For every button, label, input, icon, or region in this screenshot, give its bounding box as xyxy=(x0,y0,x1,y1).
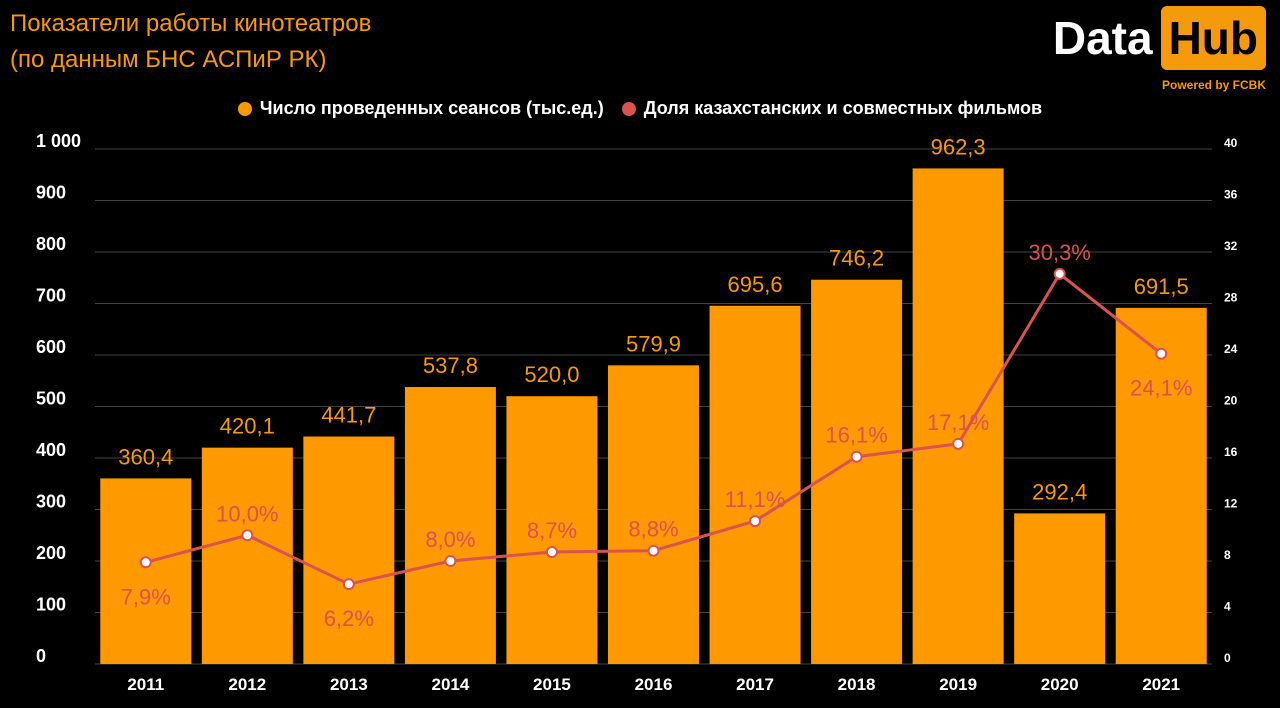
y-right-tick-label: 0 xyxy=(1224,651,1231,665)
legend-label-share: Доля казахстанских и совместных фильмов xyxy=(643,98,1043,118)
line-value-label: 16,1% xyxy=(825,423,887,448)
bar xyxy=(608,365,699,664)
bar xyxy=(1115,307,1207,664)
legend-item-share: Доля казахстанских и совместных фильмов xyxy=(621,98,1043,119)
y-left-tick-label: 200 xyxy=(36,543,66,563)
legend-item-sessions: Число проведенных сеансов (тыс.ед.) xyxy=(237,98,604,119)
line-point xyxy=(1155,347,1168,360)
y-right-tick-label: 12 xyxy=(1224,497,1238,511)
x-tick-label: 2017 xyxy=(736,675,774,694)
y-left-tick-label: 1 000 xyxy=(36,131,81,151)
bar-value-label: 962,3 xyxy=(931,134,986,159)
title-line-2: (по данным БНС АСПиР РК) xyxy=(10,46,327,73)
line-value-label: 17,1% xyxy=(927,410,989,435)
y-left-tick-label: 0 xyxy=(36,646,46,666)
chart-legend: Число проведенных сеансов (тыс.ед.) Доля… xyxy=(0,98,1280,119)
bar-value-label: 420,1 xyxy=(220,414,275,439)
datahub-logo: Data Hub Powered by FCBK xyxy=(1053,6,1266,92)
bar-value-label: 579,9 xyxy=(626,331,681,356)
bar xyxy=(201,447,293,664)
line-value-label: 6,2% xyxy=(324,606,374,631)
y-right-tick-label: 24 xyxy=(1224,342,1238,356)
line-value-label: 8,7% xyxy=(527,518,577,543)
bar-value-label: 695,6 xyxy=(728,272,783,297)
bar xyxy=(506,396,598,664)
x-tick-label: 2016 xyxy=(635,675,673,694)
line-point xyxy=(241,529,254,542)
x-tick-label: 2015 xyxy=(533,675,571,694)
line-value-label: 10,0% xyxy=(216,501,278,526)
logo-data-text: Data xyxy=(1052,12,1153,64)
logo-hub-text: Hub xyxy=(1160,6,1266,70)
x-tick-label: 2014 xyxy=(431,675,469,694)
line-point xyxy=(444,555,457,567)
line-point xyxy=(952,437,965,450)
bar xyxy=(709,305,801,664)
chart-title: Показатели работы кинотеатров (по данным… xyxy=(10,6,371,78)
bar xyxy=(100,478,192,664)
line-value-label: 11,1% xyxy=(725,487,786,512)
bar-value-label: 520,0 xyxy=(524,362,579,387)
legend-dot-orange-icon xyxy=(237,101,252,116)
line-value-label: 7,9% xyxy=(121,584,171,609)
y-left-tick-label: 600 xyxy=(36,337,66,357)
logo-powered-by: Powered by FCBK xyxy=(1161,78,1266,92)
line-value-label: 30,3% xyxy=(1028,240,1090,265)
y-right-tick-label: 20 xyxy=(1224,394,1238,408)
bar xyxy=(912,168,1004,664)
bar xyxy=(303,436,395,664)
y-left-tick-label: 100 xyxy=(36,595,66,615)
line-point xyxy=(749,515,762,528)
y-left-tick-label: 500 xyxy=(36,389,66,409)
line-point xyxy=(1053,267,1066,280)
bar xyxy=(404,387,496,664)
x-tick-label: 2019 xyxy=(939,675,977,694)
line-value-label: 8,0% xyxy=(425,527,475,552)
x-tick-label: 2021 xyxy=(1142,675,1180,694)
y-left-tick-label: 700 xyxy=(36,286,66,306)
bar xyxy=(1014,513,1106,664)
legend-dot-red-icon xyxy=(621,101,636,116)
bar-value-label: 537,8 xyxy=(423,353,478,378)
line-value-label: 8,8% xyxy=(628,517,678,542)
y-right-tick-label: 28 xyxy=(1224,291,1238,305)
y-right-tick-label: 4 xyxy=(1224,600,1231,614)
bar-value-label: 691,5 xyxy=(1134,274,1189,299)
y-right-tick-label: 8 xyxy=(1224,548,1231,562)
y-right-tick-label: 40 xyxy=(1224,136,1238,150)
x-tick-label: 2011 xyxy=(127,675,164,694)
y-right-tick-label: 32 xyxy=(1224,239,1238,253)
bar-value-label: 441,7 xyxy=(321,403,376,428)
y-left-tick-label: 300 xyxy=(36,492,66,512)
line-point xyxy=(342,578,355,591)
x-tick-label: 2020 xyxy=(1041,675,1079,694)
bar-value-label: 292,4 xyxy=(1032,479,1087,504)
legend-label-sessions: Число проведенных сеансов (тыс.ед.) xyxy=(259,98,604,118)
x-tick-label: 2018 xyxy=(838,675,876,694)
line-point xyxy=(850,450,863,463)
bar xyxy=(811,279,903,664)
line-point xyxy=(545,545,558,558)
line-point xyxy=(647,544,660,557)
x-tick-label: 2013 xyxy=(330,675,368,694)
bar-value-label: 746,2 xyxy=(829,246,884,271)
y-right-tick-label: 36 xyxy=(1224,188,1238,202)
y-left-tick-label: 900 xyxy=(36,183,66,203)
y-left-tick-label: 400 xyxy=(36,440,66,460)
line-value-label: 24,1% xyxy=(1130,376,1192,401)
x-tick-label: 2012 xyxy=(228,675,266,694)
title-line-1: Показатели работы кинотеатров xyxy=(10,10,372,37)
bar-value-label: 360,4 xyxy=(118,444,173,469)
line-point xyxy=(139,556,152,569)
y-right-tick-label: 16 xyxy=(1224,445,1238,459)
y-left-tick-label: 800 xyxy=(36,234,66,254)
